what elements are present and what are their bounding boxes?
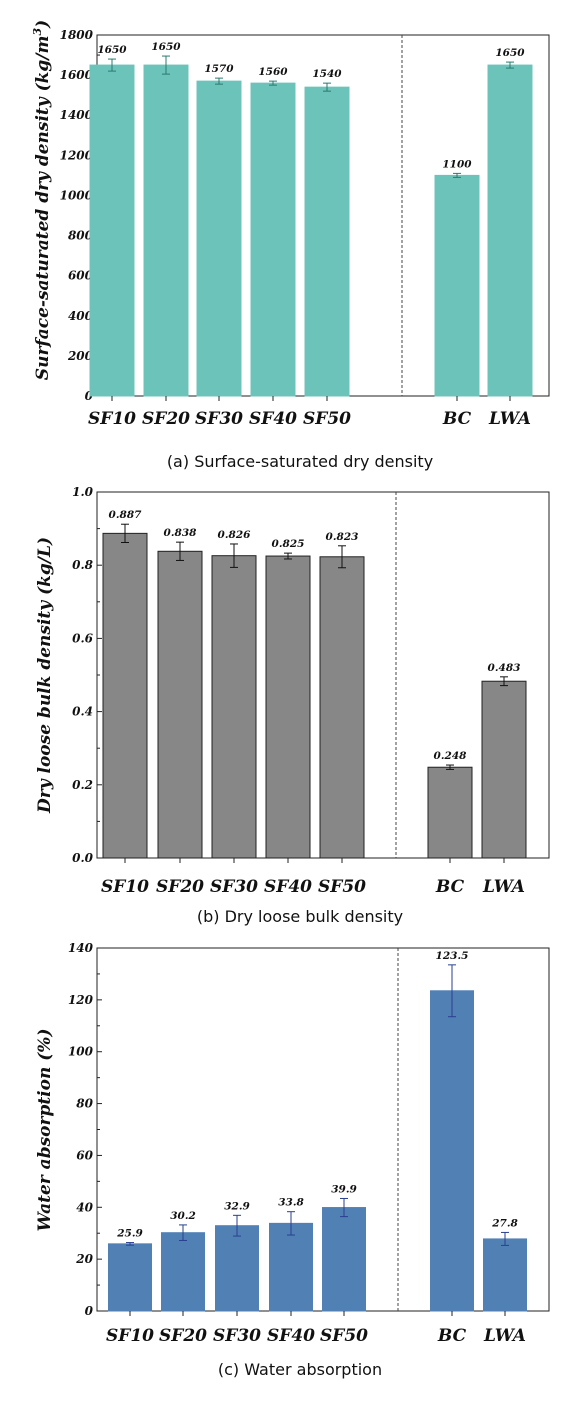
value-label: 0.248: [434, 750, 468, 762]
y-tick-label: 20: [75, 1252, 93, 1266]
bar-LWA: [487, 64, 533, 397]
chart-panel-2: 0.0 0.2 0.4 0.6 0.8 1.0 0.887 SF10 0.838 SF20 0.82…: [35, 485, 550, 926]
y-tick-label: 0: [85, 389, 94, 403]
value-label: 1650: [495, 47, 525, 59]
value-label: 32.9: [224, 1200, 250, 1212]
y-tick-label: 40: [76, 1200, 93, 1214]
bar-LWA: [481, 680, 527, 859]
bar-SF40: [269, 1222, 313, 1312]
bar-BC: [430, 990, 474, 1312]
bar-SF10: [102, 532, 148, 859]
y-axis-label: Dry loose bulk density (kg/L): [35, 537, 55, 814]
category-label: LWA: [483, 1326, 526, 1346]
value-label: 25.9: [116, 1228, 143, 1240]
bar-BC: [427, 766, 473, 859]
category-label: SF50: [303, 409, 351, 429]
category-label: SF20: [142, 409, 190, 429]
bar-SF30: [215, 1225, 259, 1312]
value-label: 1560: [258, 66, 288, 78]
y-tick-label: 200: [67, 349, 94, 363]
value-label: 1100: [442, 158, 472, 170]
bar-BC: [434, 174, 480, 397]
bar-SF40: [265, 555, 311, 859]
bar-SF20: [161, 1232, 205, 1312]
category-label: BC: [437, 1326, 467, 1346]
bar-SF10: [108, 1243, 152, 1312]
y-tick-label: 1.0: [72, 485, 94, 499]
category-label: SF10: [88, 409, 136, 429]
bar-SF20: [143, 64, 189, 397]
y-tick-label: 1800: [60, 28, 94, 42]
category-label: SF10: [101, 877, 149, 897]
bar-LWA: [483, 1238, 527, 1312]
category-label: SF40: [264, 877, 312, 897]
bar-SF30: [196, 80, 242, 397]
y-tick-label: 0.6: [72, 631, 94, 645]
value-label: 1540: [312, 68, 342, 80]
panel-caption: (a) Surface-saturated dry density: [167, 452, 433, 471]
value-label: 0.826: [218, 529, 252, 541]
y-tick-label: 140: [68, 941, 94, 955]
bar-SF50: [322, 1207, 366, 1312]
y-tick-label: 0.2: [72, 778, 93, 792]
y-tick-label: 800: [68, 229, 94, 243]
y-tick-label: 60: [76, 1148, 93, 1162]
value-label: 1650: [151, 41, 181, 53]
y-tick-label: 120: [68, 993, 94, 1007]
y-axis-label: Water absorption (%): [35, 1029, 55, 1232]
value-label: 1650: [97, 44, 127, 56]
y-tick-label: 0.0: [72, 851, 94, 865]
value-label: 0.887: [109, 509, 143, 521]
value-label: 0.825: [272, 538, 305, 550]
panel-caption: (b) Dry loose bulk density: [197, 907, 403, 926]
y-tick-label: 0.8: [72, 558, 94, 572]
y-axis-label: Surface-saturated dry density (kg/m3): [31, 20, 53, 380]
category-label: SF30: [195, 409, 243, 429]
y-tick-label: 1000: [60, 188, 94, 202]
bar-SF50: [304, 86, 350, 397]
category-label: SF50: [320, 1326, 368, 1346]
category-label: SF40: [267, 1326, 315, 1346]
value-label: 1570: [204, 63, 234, 75]
y-tick-label: 100: [68, 1045, 94, 1059]
value-label: 0.483: [488, 662, 521, 674]
y-tick-label: 600: [68, 269, 94, 283]
value-label: 27.8: [491, 1217, 518, 1229]
value-label: 123.5: [436, 950, 469, 962]
category-label: SF20: [159, 1326, 207, 1346]
category-label: SF20: [156, 877, 204, 897]
bar-SF20: [157, 550, 203, 859]
chart-panel-1: 0200400600800100012001400160018001650SF1…: [31, 20, 550, 471]
category-label: SF10: [106, 1326, 154, 1346]
category-label: SF40: [249, 409, 297, 429]
category-label: LWA: [488, 409, 531, 429]
y-tick-label: 400: [68, 309, 94, 323]
value-label: 39.9: [331, 1183, 357, 1195]
category-label: SF50: [318, 877, 366, 897]
chart-panel-3: 0 20 40 60 80 100 120 140 25.9 SF10 30.2 SF20 32.9 SF…: [35, 941, 550, 1379]
y-tick-label: 80: [76, 1097, 93, 1111]
value-label: 33.8: [278, 1197, 304, 1209]
value-label: 0.838: [164, 527, 198, 539]
bar-SF30: [211, 555, 257, 859]
category-label: LWA: [482, 877, 525, 897]
category-label: SF30: [213, 1326, 261, 1346]
panel-caption: (c) Water absorption: [218, 1360, 382, 1379]
category-label: BC: [435, 877, 465, 897]
value-label: 0.823: [326, 531, 359, 543]
y-tick-label: 0: [85, 1304, 94, 1318]
bar-SF40: [250, 82, 296, 397]
value-label: 30.2: [170, 1210, 196, 1222]
y-tick-label: 0.4: [72, 705, 93, 719]
bar-SF10: [89, 64, 135, 397]
y-tick-label: 1600: [60, 68, 94, 82]
y-tick-label: 1400: [60, 108, 94, 122]
bar-SF50: [319, 556, 365, 859]
category-label: SF30: [210, 877, 258, 897]
category-label: BC: [442, 409, 472, 429]
y-tick-label: 1200: [60, 148, 94, 162]
